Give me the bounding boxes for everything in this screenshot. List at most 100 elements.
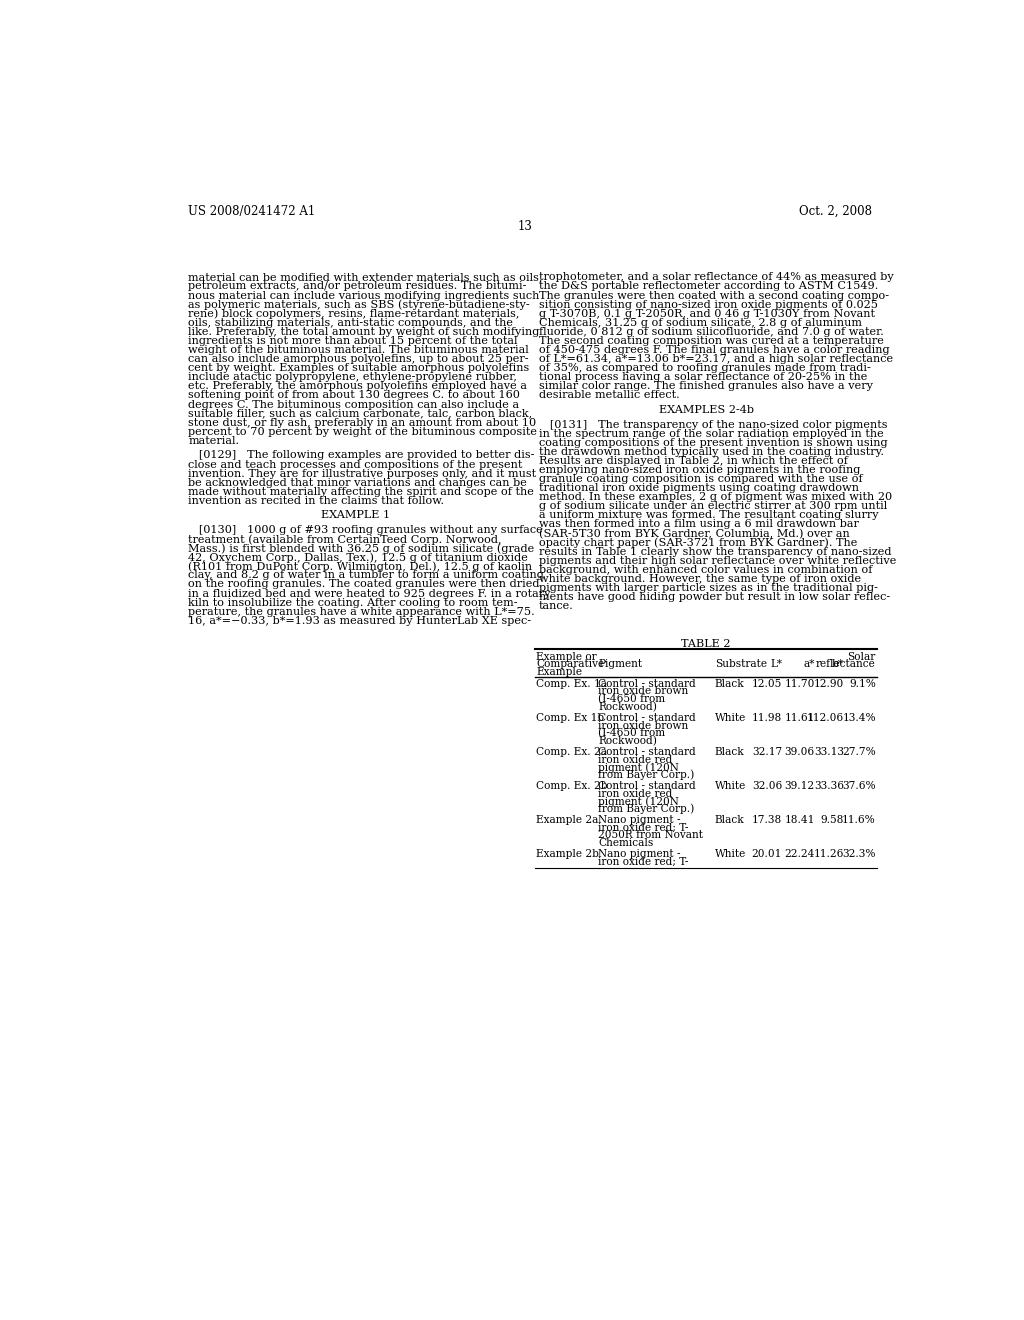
Text: results in Table 1 clearly show the transparency of nano-sized: results in Table 1 clearly show the tran…: [539, 546, 891, 557]
Text: White: White: [715, 781, 745, 791]
Text: Comp. Ex 1b: Comp. Ex 1b: [537, 713, 604, 723]
Text: etc. Preferably, the amorphous polyolefins employed have a: etc. Preferably, the amorphous polyolefi…: [188, 381, 527, 392]
Text: 12.90: 12.90: [814, 678, 844, 689]
Text: g T-3070B, 0.1 g T-2050R, and 0 46 g T-1030Y from Novant: g T-3070B, 0.1 g T-2050R, and 0 46 g T-1…: [539, 309, 874, 318]
Text: Oct. 2, 2008: Oct. 2, 2008: [799, 205, 872, 218]
Text: EXAMPLES 2-4b: EXAMPLES 2-4b: [658, 405, 754, 414]
Text: 17.38: 17.38: [752, 814, 782, 825]
Text: the D&S portable reflectometer according to ASTM C1549.: the D&S portable reflectometer according…: [539, 281, 878, 292]
Text: of 450-475 degrees F. The final granules have a color reading: of 450-475 degrees F. The final granules…: [539, 345, 890, 355]
Text: Example 2b: Example 2b: [537, 849, 599, 859]
Text: 11.6%: 11.6%: [842, 814, 876, 825]
Text: be acknowledged that minor variations and changes can be: be acknowledged that minor variations an…: [188, 478, 527, 487]
Text: on the roofing granules. The coated granules were then dried: on the roofing granules. The coated gran…: [188, 579, 540, 590]
Text: sition consisting of nano-sized iron oxide pigments of 0.025: sition consisting of nano-sized iron oxi…: [539, 300, 878, 310]
Text: traditional iron oxide pigments using coating drawdown: traditional iron oxide pigments using co…: [539, 483, 859, 494]
Text: Control - standard: Control - standard: [598, 747, 696, 756]
Text: [0131]   The transparency of the nano-sized color pigments: [0131] The transparency of the nano-size…: [539, 420, 887, 429]
Text: include atactic polypropylene, ethylene-propylene rubber,: include atactic polypropylene, ethylene-…: [188, 372, 517, 383]
Text: ments have good hiding powder but result in low solar reflec-: ments have good hiding powder but result…: [539, 593, 890, 602]
Text: as polymeric materials, such as SBS (styrene-butadiene-sty-: as polymeric materials, such as SBS (sty…: [188, 300, 530, 310]
Text: (SAR-5T30 from BYK Gardner, Columbia, Md.) over an: (SAR-5T30 from BYK Gardner, Columbia, Md…: [539, 528, 850, 539]
Text: employing nano-sized iron oxide pigments in the roofing: employing nano-sized iron oxide pigments…: [539, 465, 860, 475]
Text: 33.36: 33.36: [814, 781, 844, 791]
Text: fluoride, 0 812 g of sodium silicofluoride, and 7.0 g of water.: fluoride, 0 812 g of sodium silicofluori…: [539, 327, 884, 337]
Text: background, with enhanced color values in combination of: background, with enhanced color values i…: [539, 565, 872, 576]
Text: material.: material.: [188, 436, 240, 446]
Text: Control - standard: Control - standard: [598, 678, 696, 689]
Text: Rockwood): Rockwood): [598, 735, 657, 746]
Text: TABLE 2: TABLE 2: [681, 639, 731, 648]
Text: cent by weight. Examples of suitable amorphous polyolefins: cent by weight. Examples of suitable amo…: [188, 363, 529, 374]
Text: 11.70: 11.70: [784, 678, 815, 689]
Text: Black: Black: [715, 814, 744, 825]
Text: material can be modified with extender materials such as oils,: material can be modified with extender m…: [188, 272, 543, 282]
Text: invention as recited in the claims that follow.: invention as recited in the claims that …: [188, 496, 444, 506]
Text: 13.4%: 13.4%: [843, 713, 876, 723]
Text: 9.1%: 9.1%: [849, 678, 876, 689]
Text: (I-4650 from: (I-4650 from: [598, 729, 666, 738]
Text: Pigment: Pigment: [598, 659, 642, 669]
Text: The granules were then coated with a second coating compo-: The granules were then coated with a sec…: [539, 290, 889, 301]
Text: weight of the bituminous material. The bituminous material: weight of the bituminous material. The b…: [188, 345, 529, 355]
Text: 39.06: 39.06: [784, 747, 815, 756]
Text: rene) block copolymers, resins, flame-retardant materials,: rene) block copolymers, resins, flame-re…: [188, 309, 520, 319]
Text: iron oxide red; T-: iron oxide red; T-: [598, 822, 689, 833]
Text: 20.01: 20.01: [752, 849, 782, 859]
Text: in a fluidized bed and were heated to 925 degrees F. in a rotary: in a fluidized bed and were heated to 92…: [188, 589, 551, 598]
Text: from Bayer Corp.): from Bayer Corp.): [598, 804, 694, 814]
Text: Chemicals, 31.25 g of sodium silicate, 2.8 g of aluminum: Chemicals, 31.25 g of sodium silicate, 2…: [539, 318, 862, 327]
Text: ingredients is not more than about 15 percent of the total: ingredients is not more than about 15 pe…: [188, 337, 518, 346]
Text: Solar: Solar: [848, 652, 876, 661]
Text: softening point of from about 130 degrees C. to about 160: softening point of from about 130 degree…: [188, 391, 520, 400]
Text: Example or: Example or: [537, 652, 597, 661]
Text: in the spectrum range of the solar radiation employed in the: in the spectrum range of the solar radia…: [539, 429, 884, 438]
Text: White: White: [715, 849, 745, 859]
Text: can also include amorphous polyolefins, up to about 25 per-: can also include amorphous polyolefins, …: [188, 354, 529, 364]
Text: Rockwood): Rockwood): [598, 702, 657, 711]
Text: pigment (120N: pigment (120N: [598, 762, 679, 772]
Text: similar color range. The finished granules also have a very: similar color range. The finished granul…: [539, 381, 872, 392]
Text: Black: Black: [715, 678, 744, 689]
Text: 11.98: 11.98: [752, 713, 782, 723]
Text: 22.24: 22.24: [784, 849, 815, 859]
Text: Chemicals: Chemicals: [598, 838, 653, 847]
Text: iron oxide brown: iron oxide brown: [598, 686, 689, 697]
Text: Control - standard: Control - standard: [598, 713, 696, 723]
Text: pigments with larger particle sizes as in the traditional pig-: pigments with larger particle sizes as i…: [539, 583, 878, 593]
Text: EXAMPLE 1: EXAMPLE 1: [322, 511, 390, 520]
Text: 12.05: 12.05: [752, 678, 782, 689]
Text: percent to 70 percent by weight of the bituminous composite: percent to 70 percent by weight of the b…: [188, 426, 538, 437]
Text: Black: Black: [715, 747, 744, 756]
Text: 2050R from Novant: 2050R from Novant: [598, 830, 703, 840]
Text: Nano pigment -: Nano pigment -: [598, 814, 681, 825]
Text: Comparative: Comparative: [537, 659, 604, 669]
Text: [0129]   The following examples are provided to better dis-: [0129] The following examples are provid…: [188, 450, 535, 461]
Text: clay, and 8.2 g of water in a tumbler to form a uniform coating: clay, and 8.2 g of water in a tumbler to…: [188, 570, 545, 581]
Text: Example: Example: [537, 667, 583, 677]
Text: 112.06: 112.06: [807, 713, 844, 723]
Text: Substrate: Substrate: [715, 659, 767, 669]
Text: was then formed into a film using a 6 mil drawdown bar: was then formed into a film using a 6 mi…: [539, 520, 859, 529]
Text: 42, Oxychem Corp., Dallas, Tex.), 12.5 g of titanium dioxide: 42, Oxychem Corp., Dallas, Tex.), 12.5 g…: [188, 552, 528, 562]
Text: Control - standard: Control - standard: [598, 781, 696, 791]
Text: Comp. Ex. 2a: Comp. Ex. 2a: [537, 747, 607, 756]
Text: 32.3%: 32.3%: [843, 849, 876, 859]
Text: method. In these examples, 2 g of pigment was mixed with 20: method. In these examples, 2 g of pigmen…: [539, 492, 892, 502]
Text: a*: a*: [803, 659, 815, 669]
Text: tance.: tance.: [539, 602, 573, 611]
Text: made without materially affecting the spirit and scope of the: made without materially affecting the sp…: [188, 487, 535, 496]
Text: pigments and their high solar reflectance over white reflective: pigments and their high solar reflectanc…: [539, 556, 896, 566]
Text: Mass.) is first blended with 36.25 g of sodium silicate (grade: Mass.) is first blended with 36.25 g of …: [188, 543, 535, 553]
Text: (R101 from DuPont Corp. Wilmington, Del.), 12.5 g of kaolin: (R101 from DuPont Corp. Wilmington, Del.…: [188, 561, 532, 572]
Text: US 2008/0241472 A1: US 2008/0241472 A1: [188, 205, 315, 218]
Text: Comp. Ex. 1a: Comp. Ex. 1a: [537, 678, 607, 689]
Text: Results are displayed in Table 2, in which the effect of: Results are displayed in Table 2, in whi…: [539, 455, 848, 466]
Text: iron oxide red: iron oxide red: [598, 788, 673, 799]
Text: like. Preferably, the total amount by weight of such modifying: like. Preferably, the total amount by we…: [188, 327, 540, 337]
Text: 39.12: 39.12: [784, 781, 815, 791]
Text: opacity chart paper (SAR-3721 from BYK Gardner). The: opacity chart paper (SAR-3721 from BYK G…: [539, 537, 857, 548]
Text: reflectance: reflectance: [816, 659, 876, 669]
Text: desirable metallic effect.: desirable metallic effect.: [539, 391, 679, 400]
Text: petroleum extracts, and/or petroleum residues. The bitumi-: petroleum extracts, and/or petroleum res…: [188, 281, 526, 292]
